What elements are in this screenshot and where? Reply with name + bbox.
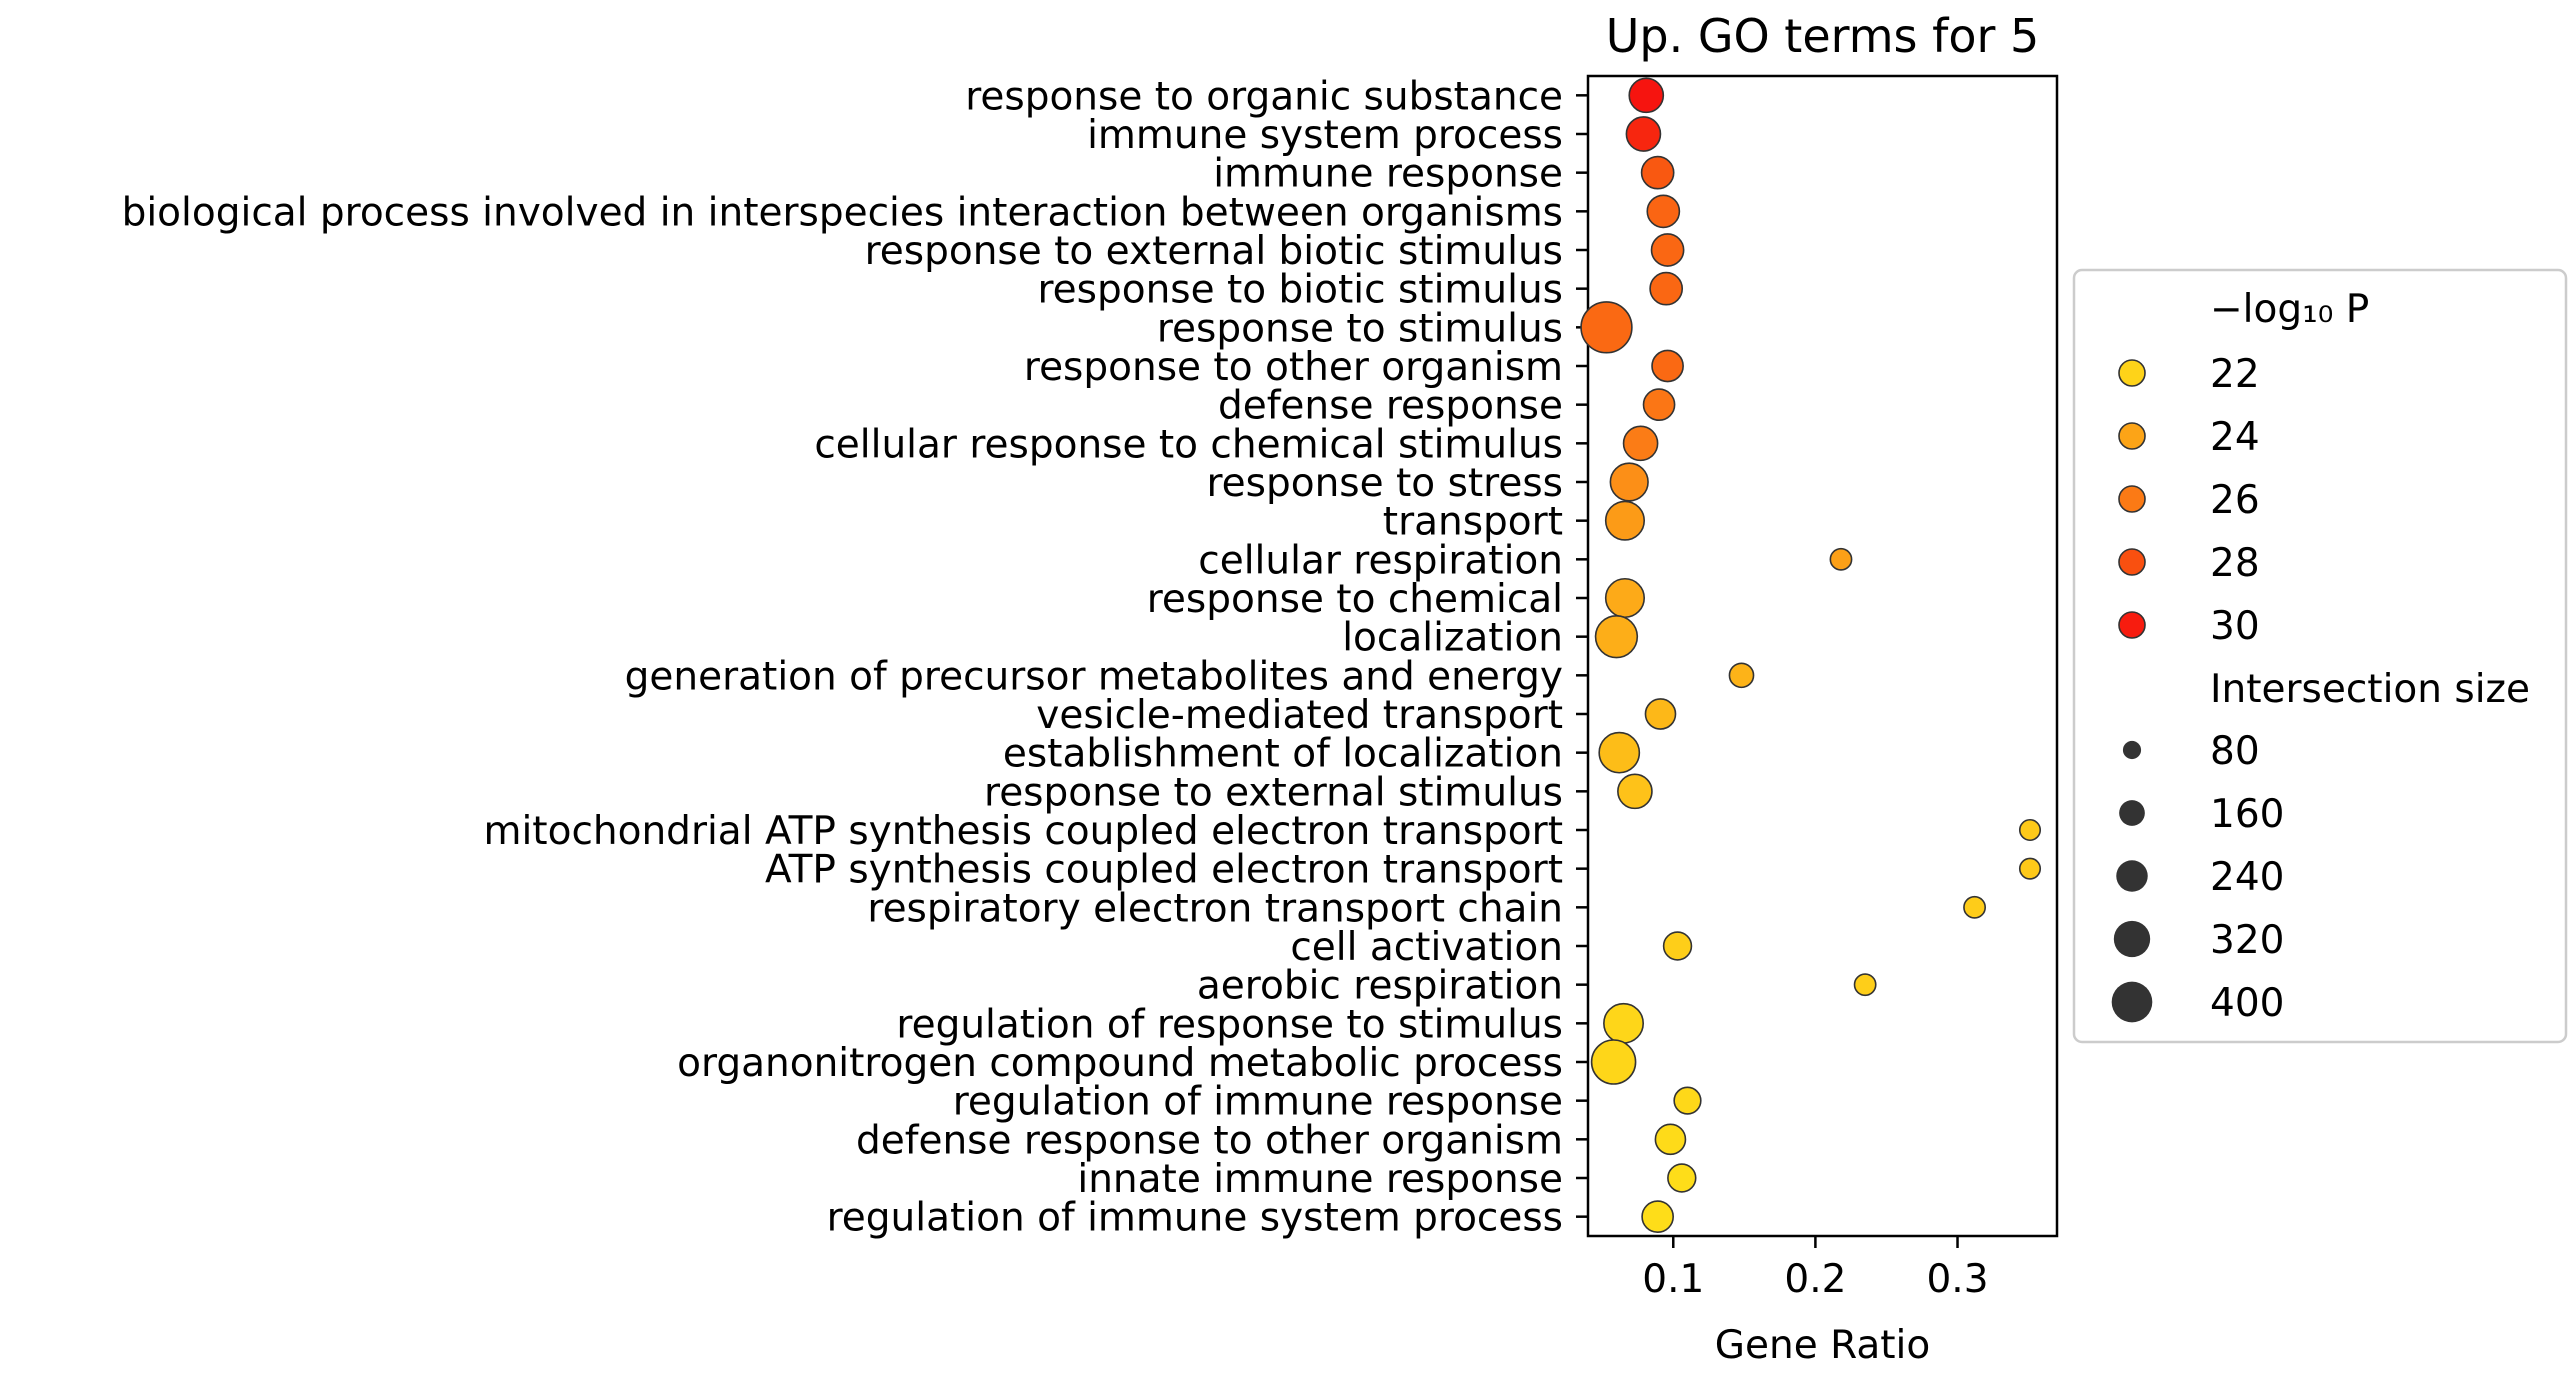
legend-size-marker — [2113, 920, 2151, 958]
data-point — [1617, 773, 1653, 810]
y-tick-label: defense response to other organism — [856, 1118, 1563, 1163]
data-point — [1609, 462, 1649, 502]
legend-size-label: 80 — [2210, 729, 2260, 774]
data-point — [1598, 731, 1641, 774]
data-point — [1641, 1200, 1674, 1234]
data-point — [1673, 1086, 1702, 1115]
legend-color-label: 26 — [2210, 478, 2260, 523]
data-point — [1829, 547, 1853, 571]
data-point — [2018, 818, 2042, 842]
data-point — [1853, 973, 1877, 997]
data-point — [1604, 577, 1646, 619]
x-axis-label: Gene Ratio — [1715, 1323, 1930, 1368]
y-tick-label: vesicle-mediated transport — [1036, 693, 1563, 738]
y-tick-label: regulation of response to stimulus — [896, 1002, 1563, 1047]
y-tick-label: immune system process — [1087, 113, 1563, 158]
data-point — [1650, 233, 1685, 267]
legend-size-marker — [2119, 800, 2145, 826]
y-tick-label: defense response — [1218, 384, 1563, 429]
legend-size-label: 160 — [2210, 792, 2284, 837]
legend-size-label: 240 — [2210, 855, 2284, 900]
data-point — [1642, 388, 1676, 422]
data-point — [1594, 614, 1639, 659]
y-tick-label: immune response — [1213, 152, 1563, 197]
y-tick-label: regulation of immune system process — [827, 1196, 1563, 1241]
y-tick-label: biological process involved in interspec… — [122, 190, 1563, 235]
y-tick-label: establishment of localization — [1003, 732, 1563, 777]
legend-size-label: 400 — [2210, 981, 2284, 1026]
y-tick-label: response to chemical — [1147, 577, 1563, 622]
data-point — [1604, 500, 1646, 541]
x-tick-label: 0.1 — [1642, 1257, 1704, 1302]
legend-size-label: 320 — [2210, 918, 2284, 963]
y-tick-label: ATP synthesis coupled electron transport — [765, 848, 1563, 893]
data-point — [1644, 698, 1677, 730]
data-point — [1640, 155, 1675, 190]
data-point — [1622, 425, 1659, 462]
data-point — [1603, 1002, 1645, 1044]
data-point — [1654, 1123, 1687, 1156]
axes-frame — [1586, 74, 2059, 1238]
y-tick-label: organonitrogen compound metabolic proces… — [677, 1041, 1563, 1086]
data-point — [1628, 77, 1665, 114]
legend-color-label: 24 — [2210, 415, 2260, 460]
y-tick-label: localization — [1342, 616, 1563, 661]
legend-size-marker — [2122, 740, 2142, 760]
legend-box — [2072, 268, 2568, 1044]
data-point — [1662, 931, 1693, 961]
legend-size-title: Intersection size — [2210, 667, 2530, 712]
legend: −log₁₀ P 22 24 26 28 30 Intersection size 80 160… — [2072, 268, 2568, 1044]
y-tick-label: generation of precursor metabolites and … — [625, 654, 1563, 699]
y-tick-label: cellular respiration — [1198, 538, 1563, 583]
legend-color-marker — [2118, 359, 2146, 387]
data-point — [1728, 662, 1755, 689]
y-tick-label: transport — [1383, 500, 1563, 545]
y-tick-label: innate immune response — [1077, 1157, 1563, 1202]
y-tick-label: aerobic respiration — [1197, 964, 1563, 1009]
data-point — [1667, 1163, 1697, 1193]
y-tick-label: cell activation — [1290, 925, 1563, 970]
data-point — [1580, 301, 1633, 354]
data-point — [1625, 116, 1662, 152]
legend-color-label: 22 — [2210, 352, 2260, 397]
legend-color-label: 28 — [2210, 541, 2260, 586]
legend-color-marker — [2118, 422, 2146, 450]
data-point — [1963, 895, 1986, 919]
y-tick-label: respiratory electron transport chain — [867, 886, 1563, 931]
y-tick-label: response to stimulus — [1157, 306, 1563, 351]
plot-area: Up. GO terms for 5 response to organic su… — [122, 9, 2059, 1368]
legend-color-title: −log₁₀ P — [2210, 287, 2369, 332]
legend-color-marker — [2118, 548, 2146, 576]
data-point — [1646, 194, 1681, 229]
y-tick-label: response to biotic stimulus — [1037, 268, 1563, 313]
x-tick-label: 0.3 — [1926, 1257, 1988, 1302]
x-tick-label: 0.2 — [1784, 1257, 1846, 1302]
y-tick-label: response to other organism — [1024, 345, 1563, 390]
y-tick-label: response to external stimulus — [984, 770, 1563, 815]
data-point — [1590, 1039, 1637, 1085]
chart-title: Up. GO terms for 5 — [1606, 9, 2040, 63]
data-point — [1651, 349, 1684, 383]
data-point — [2018, 857, 2042, 880]
y-tick-label: mitochondrial ATP synthesis coupled elec… — [483, 809, 1563, 854]
legend-color-label: 30 — [2210, 604, 2260, 649]
legend-size-marker — [2116, 860, 2148, 892]
y-tick-label: cellular response to chemical stimulus — [814, 422, 1563, 467]
legend-color-marker — [2118, 611, 2146, 639]
y-tick-label: response to organic substance — [965, 74, 1563, 119]
y-tick-label: response to stress — [1206, 461, 1563, 506]
y-tick-label: response to external biotic stimulus — [865, 229, 1563, 274]
legend-size-marker — [2111, 981, 2153, 1023]
legend-color-marker — [2118, 485, 2146, 513]
y-tick-label: regulation of immune response — [953, 1080, 1563, 1125]
data-point — [1649, 271, 1684, 306]
